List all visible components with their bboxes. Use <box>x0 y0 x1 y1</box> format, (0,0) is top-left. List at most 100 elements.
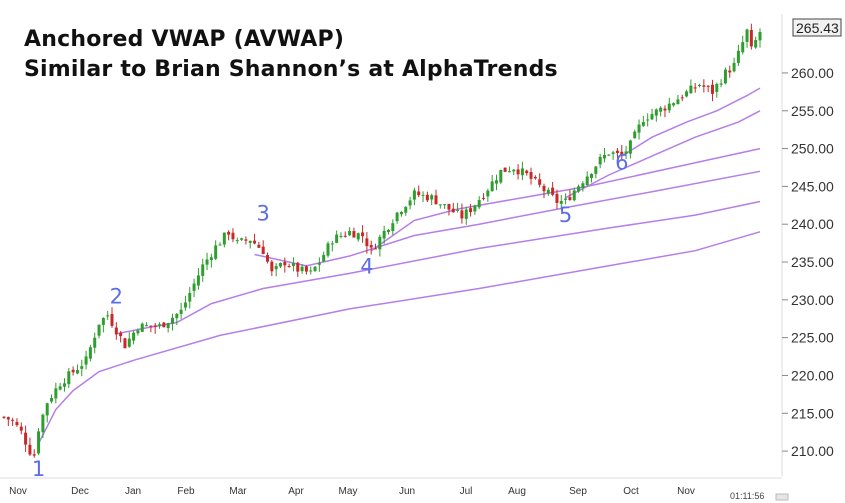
candle-body <box>175 313 179 319</box>
candle-body <box>408 200 412 206</box>
candle-body <box>507 171 511 173</box>
candle-body <box>158 324 162 327</box>
candle-body <box>145 325 149 327</box>
vwap-line-4 <box>370 147 761 252</box>
candle-body <box>365 238 369 247</box>
candle-body <box>222 232 226 245</box>
y-tick-label: 230.00 <box>791 292 834 308</box>
x-tick-label: May <box>339 486 358 497</box>
candle-body <box>710 84 714 94</box>
anchor-label-6: 6 <box>615 151 628 175</box>
candle-body <box>667 103 671 111</box>
anchor-label-5: 5 <box>559 203 572 227</box>
candle-body <box>594 166 598 174</box>
candle-body <box>395 212 399 222</box>
candle-body <box>153 325 157 327</box>
y-tick-label: 220.00 <box>791 367 834 383</box>
candle-body <box>585 176 589 186</box>
y-tick-label: 215.00 <box>791 405 834 421</box>
candle-body <box>412 190 416 200</box>
candle-body <box>296 262 300 272</box>
candle-body <box>503 167 507 172</box>
chart-title: Anchored VWAP (AVWAP) <box>24 27 345 52</box>
candle-body <box>469 208 473 213</box>
candle-body <box>71 369 75 373</box>
candle-body <box>728 70 732 73</box>
candle-body <box>702 85 706 87</box>
candle-body <box>11 419 15 421</box>
candle-body <box>672 103 676 106</box>
candle-body <box>719 83 723 85</box>
candle-body <box>590 173 594 179</box>
candle-body <box>572 190 576 201</box>
candle-body <box>196 275 200 286</box>
candle-body <box>611 152 615 154</box>
candle-body <box>257 244 261 248</box>
candle-body <box>654 109 658 116</box>
candle-body <box>93 337 97 348</box>
candle-body <box>386 229 390 233</box>
scroll-handle[interactable] <box>775 493 789 501</box>
y-tick-label: 240.00 <box>791 216 834 232</box>
candle-body <box>114 327 118 335</box>
candle-body <box>473 205 477 212</box>
candle-body <box>499 169 503 183</box>
candle-body <box>119 332 123 337</box>
candle-body <box>62 383 66 387</box>
anchor-label-1: 1 <box>32 457 45 481</box>
y-tick-label: 250.00 <box>791 141 834 157</box>
candle-body <box>516 169 520 175</box>
candle-body <box>374 248 378 250</box>
candle-body <box>680 97 684 99</box>
candle-body <box>291 263 295 267</box>
candle-body <box>525 170 529 174</box>
y-tick-label: 255.00 <box>791 103 834 119</box>
candle-body <box>97 324 101 336</box>
vwap-line-3 <box>254 170 761 267</box>
candle-body <box>546 189 550 194</box>
candle-body <box>248 240 252 243</box>
candle-body <box>205 259 209 265</box>
candle-body <box>132 332 136 341</box>
candle-body <box>283 262 287 266</box>
candle-body <box>19 426 23 431</box>
candle-body <box>438 204 442 206</box>
candle-body <box>356 233 360 240</box>
candle-body <box>235 240 239 242</box>
candle-body <box>486 190 490 197</box>
candle-body <box>641 121 645 126</box>
candle-body <box>339 235 343 237</box>
candle-body <box>425 194 429 201</box>
candle-body <box>231 232 235 240</box>
candle-body <box>188 293 192 302</box>
candle-body <box>361 232 365 237</box>
candle-body <box>227 231 231 235</box>
candle-body <box>84 356 88 365</box>
candle-body <box>209 257 213 261</box>
candle-body <box>745 29 749 42</box>
y-tick-label: 260.00 <box>791 65 834 81</box>
candle-body <box>179 309 183 314</box>
x-tick-label: Mar <box>229 486 247 497</box>
candle-body <box>620 151 624 156</box>
candle-body <box>676 99 680 105</box>
candle-body <box>663 108 667 111</box>
candle-body <box>218 244 222 246</box>
candle-body <box>166 323 170 329</box>
candle-body <box>253 240 257 244</box>
candle-body <box>659 107 663 112</box>
candle-body <box>637 124 641 133</box>
candle-body <box>602 154 606 159</box>
candle-body <box>754 39 758 48</box>
candle-body <box>330 243 334 245</box>
candle-body <box>542 185 546 192</box>
candle-body <box>443 204 447 206</box>
candle-body <box>369 244 373 248</box>
last-price-box <box>792 18 842 37</box>
candle-body <box>399 211 403 215</box>
candle-body <box>512 169 516 172</box>
candle-body <box>300 266 304 272</box>
candle-body <box>628 140 632 154</box>
candle-body <box>58 386 62 390</box>
y-axis: 210.00 215.00 220.00 225.00 230.00 235.00 240.… <box>782 65 834 459</box>
